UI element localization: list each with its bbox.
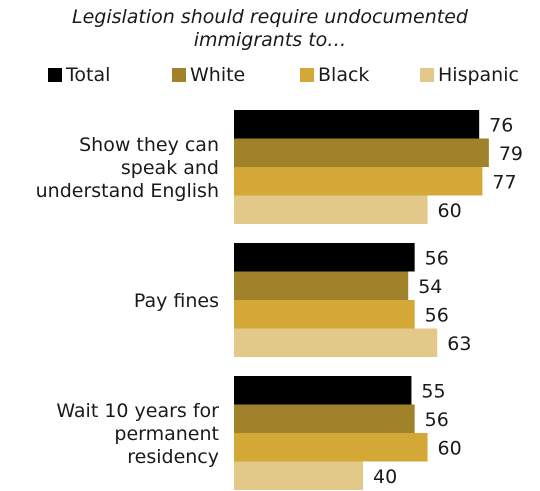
value-label-black-3: 60 xyxy=(438,437,462,459)
bar-black-3 xyxy=(234,433,428,462)
category-label-2-line-1: Pay fines xyxy=(134,290,219,312)
category-label-3-line-1: Wait 10 years for xyxy=(56,400,219,422)
legend-swatch-hispanic xyxy=(420,68,434,82)
value-label-white-2: 54 xyxy=(418,276,442,298)
chart-title-line-2: immigrants to… xyxy=(193,29,347,51)
legend-item-white: White xyxy=(172,62,245,88)
bar-white-1 xyxy=(234,138,489,167)
legend-label-white: White xyxy=(190,64,246,86)
value-label-hispanic-1: 60 xyxy=(438,200,462,222)
value-label-hispanic-3: 40 xyxy=(373,466,397,488)
value-label-black-2: 56 xyxy=(425,304,449,326)
legend-swatch-total xyxy=(48,68,62,82)
category-label-3-line-2: permanent xyxy=(114,423,219,445)
bar-hispanic-3 xyxy=(234,461,364,490)
category-label-1-line-1: Show they can xyxy=(79,134,219,156)
bar-hispanic-1 xyxy=(234,195,428,224)
value-label-hispanic-2: 63 xyxy=(447,333,471,355)
bar-total-3 xyxy=(234,376,412,405)
legend-swatch-black xyxy=(300,68,314,82)
bar-total-2 xyxy=(234,243,415,272)
bar-hispanic-2 xyxy=(234,328,438,357)
category-label-1-line-2: speak and xyxy=(121,157,219,179)
value-label-total-3: 55 xyxy=(421,380,445,402)
legend-item-total: Total xyxy=(48,62,110,88)
value-label-black-1: 77 xyxy=(492,171,516,193)
legend-swatch-white xyxy=(172,68,186,82)
value-label-total-1: 76 xyxy=(489,114,513,136)
value-label-white-3: 56 xyxy=(425,409,449,431)
chart-title: Legislation should require undocumented … xyxy=(0,6,540,52)
bar-black-2 xyxy=(234,300,415,329)
category-label-1-line-3: understand English xyxy=(36,180,219,202)
bar-total-1 xyxy=(234,110,480,139)
legend-item-hispanic: Hispanic xyxy=(420,62,519,88)
chart-title-line-1: Legislation should require undocumented xyxy=(72,6,468,28)
bar-white-2 xyxy=(234,271,409,300)
value-label-total-2: 56 xyxy=(425,247,449,269)
bar-black-1 xyxy=(234,167,483,196)
legend-label-black: Black xyxy=(318,64,370,86)
legend-label-hispanic: Hispanic xyxy=(438,64,519,86)
chart-legend: Total White Black Hispanic xyxy=(0,62,540,88)
category-label-3-line-3: residency xyxy=(127,446,219,468)
bar-white-3 xyxy=(234,404,415,433)
value-label-white-1: 79 xyxy=(499,143,523,165)
legend-label-total: Total xyxy=(66,64,111,86)
legend-item-black: Black xyxy=(300,62,369,88)
